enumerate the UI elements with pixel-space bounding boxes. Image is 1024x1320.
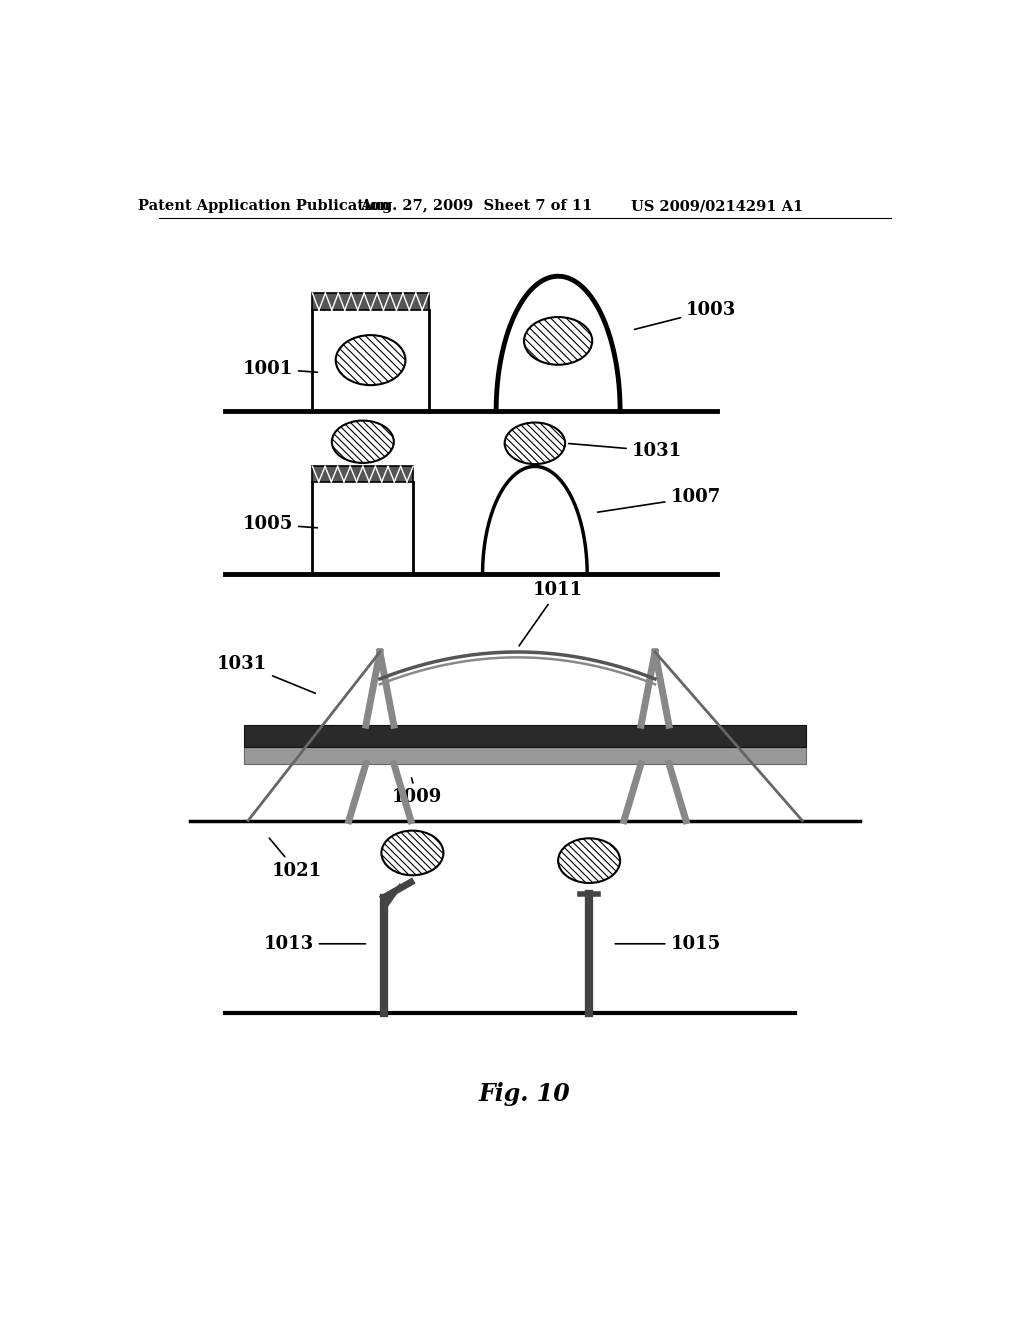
Bar xyxy=(312,466,414,482)
Text: 1011: 1011 xyxy=(519,581,583,645)
Bar xyxy=(245,725,806,747)
Text: 1013: 1013 xyxy=(263,935,366,953)
Text: 1001: 1001 xyxy=(243,359,317,378)
Text: US 2009/0214291 A1: US 2009/0214291 A1 xyxy=(631,199,803,213)
Text: Patent Application Publication: Patent Application Publication xyxy=(137,199,389,213)
Text: Aug. 27, 2009  Sheet 7 of 11: Aug. 27, 2009 Sheet 7 of 11 xyxy=(360,199,593,213)
Text: 1009: 1009 xyxy=(391,777,441,807)
Ellipse shape xyxy=(558,838,621,883)
Ellipse shape xyxy=(505,422,565,465)
Text: Fig. 10: Fig. 10 xyxy=(479,1082,570,1106)
Ellipse shape xyxy=(524,317,592,364)
Text: 1015: 1015 xyxy=(615,935,721,953)
Text: 1007: 1007 xyxy=(598,488,721,512)
Ellipse shape xyxy=(381,830,443,875)
Text: 1003: 1003 xyxy=(635,301,736,330)
Ellipse shape xyxy=(336,335,406,385)
Text: 1031: 1031 xyxy=(217,655,315,693)
Text: 1031: 1031 xyxy=(568,442,682,459)
Bar xyxy=(312,293,429,310)
Ellipse shape xyxy=(332,421,394,463)
Bar xyxy=(245,747,806,763)
Text: 1021: 1021 xyxy=(269,838,322,879)
Text: 1005: 1005 xyxy=(243,515,317,533)
